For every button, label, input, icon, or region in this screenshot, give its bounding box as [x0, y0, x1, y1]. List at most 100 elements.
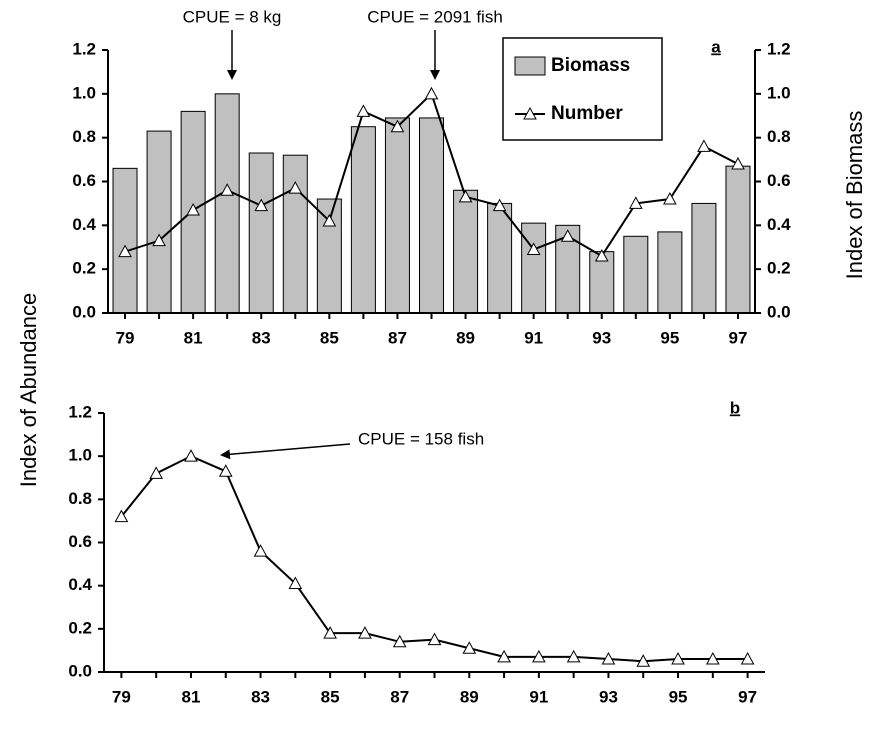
legend-swatch	[514, 56, 546, 76]
legend-label: Biomass	[551, 55, 630, 76]
marker	[636, 654, 651, 667]
y-tick-label: 1.2	[68, 402, 92, 421]
bar	[691, 202, 717, 314]
marker	[705, 652, 720, 665]
line	[120, 455, 748, 663]
marker	[663, 191, 677, 205]
marker	[462, 641, 477, 654]
marker	[186, 202, 200, 216]
bar	[487, 202, 513, 314]
bar	[384, 117, 410, 314]
x-tick-label: 95	[660, 328, 679, 347]
y-tick-label: 0.8	[72, 127, 96, 146]
marker	[601, 652, 616, 665]
marker	[560, 229, 575, 242]
marker	[254, 198, 269, 212]
marker	[323, 626, 337, 639]
marker	[594, 248, 609, 262]
marker	[184, 449, 198, 462]
x-tick-label: 93	[592, 328, 611, 347]
bar	[589, 251, 615, 314]
legend-swatch	[523, 106, 537, 120]
y2-tick-label: 0.6	[767, 171, 791, 190]
bar	[453, 189, 479, 314]
marker	[118, 244, 132, 258]
panel-label: a	[711, 37, 721, 56]
y2-tick-label: 0.2	[767, 259, 791, 278]
marker	[566, 649, 581, 663]
x-tick-label: 91	[529, 687, 548, 706]
x-tick-label: 81	[182, 687, 201, 706]
marker	[390, 119, 405, 133]
y-tick-label: 0.2	[72, 259, 96, 278]
x-tick-label: 93	[599, 687, 618, 706]
marker	[492, 198, 507, 212]
y-tick-label: 0.2	[68, 618, 92, 637]
bar	[623, 235, 649, 314]
y2-tick-label: 1.0	[767, 83, 791, 102]
marker	[253, 544, 268, 557]
x-tick-label: 87	[390, 687, 409, 706]
marker	[322, 213, 337, 227]
y2-tick-label: 1.2	[767, 39, 791, 58]
marker	[458, 189, 473, 203]
y2-axis-title: Index of Biomass	[842, 111, 867, 280]
annotation: CPUE = 158 fish	[358, 429, 484, 448]
x-tick-label: 79	[116, 328, 135, 347]
marker	[628, 196, 643, 209]
annotation: CPUE = 8 kg	[183, 7, 282, 26]
marker	[497, 649, 511, 663]
legend-label: Number	[551, 103, 623, 124]
legend-box	[502, 37, 663, 141]
x-tick-label: 87	[388, 328, 407, 347]
marker	[532, 649, 546, 663]
marker	[288, 181, 303, 194]
y2-tick-label: 0.0	[767, 302, 791, 321]
marker	[671, 652, 685, 665]
marker	[114, 509, 129, 523]
x-tick-label: 95	[669, 687, 688, 706]
x-tick-label: 97	[729, 328, 748, 347]
panel-label: b	[730, 398, 740, 417]
annotation: CPUE = 2091 fish	[367, 7, 503, 26]
bar	[248, 152, 274, 314]
bar	[521, 222, 547, 314]
marker	[424, 86, 439, 100]
x-tick-label: 89	[456, 328, 475, 347]
y-tick-label: 1.2	[72, 39, 96, 58]
x-tick-label: 81	[184, 328, 203, 347]
marker	[149, 466, 164, 479]
marker	[392, 634, 407, 648]
y2-tick-label: 0.8	[767, 127, 791, 146]
marker	[358, 626, 372, 639]
bar	[725, 165, 751, 314]
bar	[657, 231, 683, 314]
y-tick-label: 0.0	[72, 302, 96, 321]
x-tick-label: 85	[321, 687, 340, 706]
y-axis-title: Index of Abundance	[16, 293, 41, 488]
marker	[427, 632, 442, 646]
marker	[288, 576, 303, 590]
bar	[419, 117, 444, 314]
y-tick-label: 1.0	[72, 83, 96, 102]
x-tick-label: 79	[112, 687, 131, 706]
y-tick-label: 0.0	[68, 661, 92, 680]
marker	[731, 156, 745, 170]
y-tick-label: 0.4	[68, 575, 92, 594]
marker	[526, 242, 541, 255]
y2-tick-label: 0.4	[767, 215, 791, 234]
bar	[146, 130, 172, 314]
x-tick-label: 89	[460, 687, 479, 706]
x-tick-label: 83	[251, 687, 270, 706]
bar	[112, 167, 138, 314]
marker	[152, 233, 166, 247]
y-tick-label: 1.0	[68, 446, 92, 465]
marker	[740, 652, 755, 665]
bar	[214, 93, 240, 314]
y-tick-label: 0.8	[68, 489, 92, 508]
y-tick-label: 0.4	[72, 215, 96, 234]
marker	[220, 183, 235, 196]
marker	[697, 139, 711, 152]
bar	[350, 126, 376, 314]
